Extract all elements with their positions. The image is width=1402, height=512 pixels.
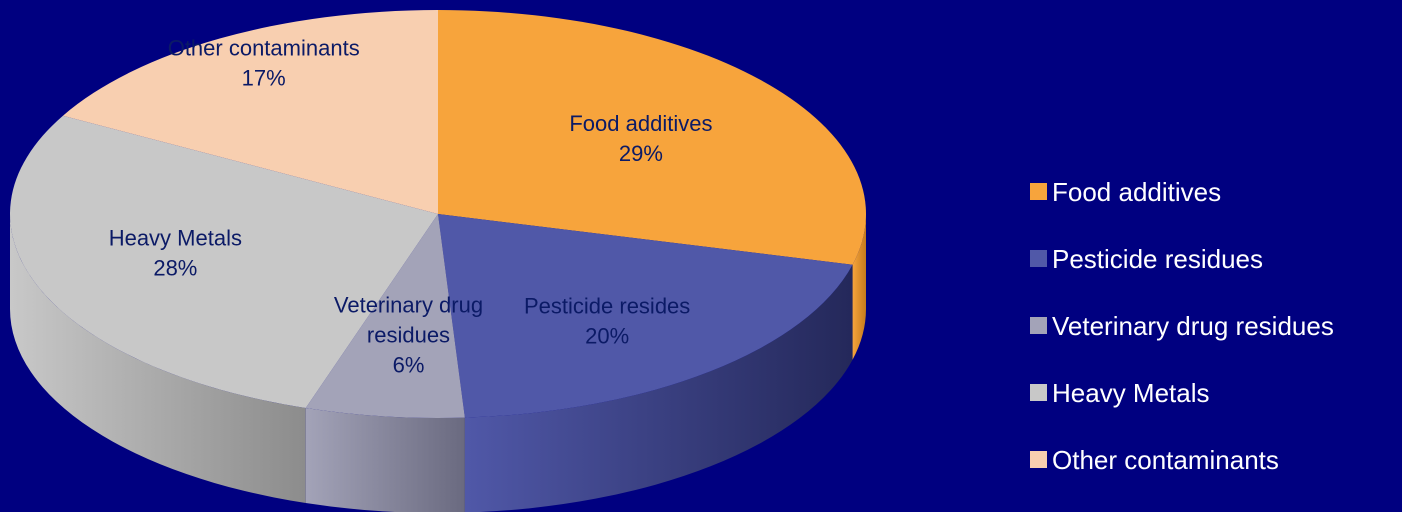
legend-swatch xyxy=(1030,384,1047,401)
pie-slice xyxy=(438,214,853,418)
pie-slice xyxy=(9,115,438,409)
legend-label: Other contaminants xyxy=(1052,445,1279,475)
legend-swatch xyxy=(1030,317,1047,334)
legend-label: Food additives xyxy=(1052,177,1221,207)
legend-label: Veterinary drug residues xyxy=(1052,311,1334,341)
legend-label: Pesticide residues xyxy=(1052,244,1263,274)
pie-sides xyxy=(10,214,866,512)
pie-slice xyxy=(438,10,867,265)
pie-slice-side xyxy=(464,264,853,512)
slice-label: Heavy Metals 28% xyxy=(109,226,242,281)
legend-swatch xyxy=(1030,250,1047,267)
slice-label: Pesticide resides 20% xyxy=(524,293,690,348)
slice-label: Food additives 29% xyxy=(569,111,712,166)
slice-label: Other contaminants 17% xyxy=(168,36,360,91)
legend-label: Heavy Metals xyxy=(1052,378,1210,408)
legend-swatch xyxy=(1030,451,1047,468)
pie-slice-side xyxy=(305,408,465,512)
legend-swatch xyxy=(1030,183,1047,200)
legend: Food additives Pesticide residues Veterina… xyxy=(1030,177,1334,475)
pie-slice-side xyxy=(852,214,866,360)
slice-labels: Food additives 29% Pesticide resides 20% Vet… xyxy=(109,36,713,378)
slice-label: Veterinary drug residues 6% xyxy=(334,292,483,377)
pie-slice xyxy=(62,10,439,214)
pie-slice xyxy=(305,214,465,418)
pie-slice-side xyxy=(10,214,306,504)
pie-tops xyxy=(9,10,867,418)
